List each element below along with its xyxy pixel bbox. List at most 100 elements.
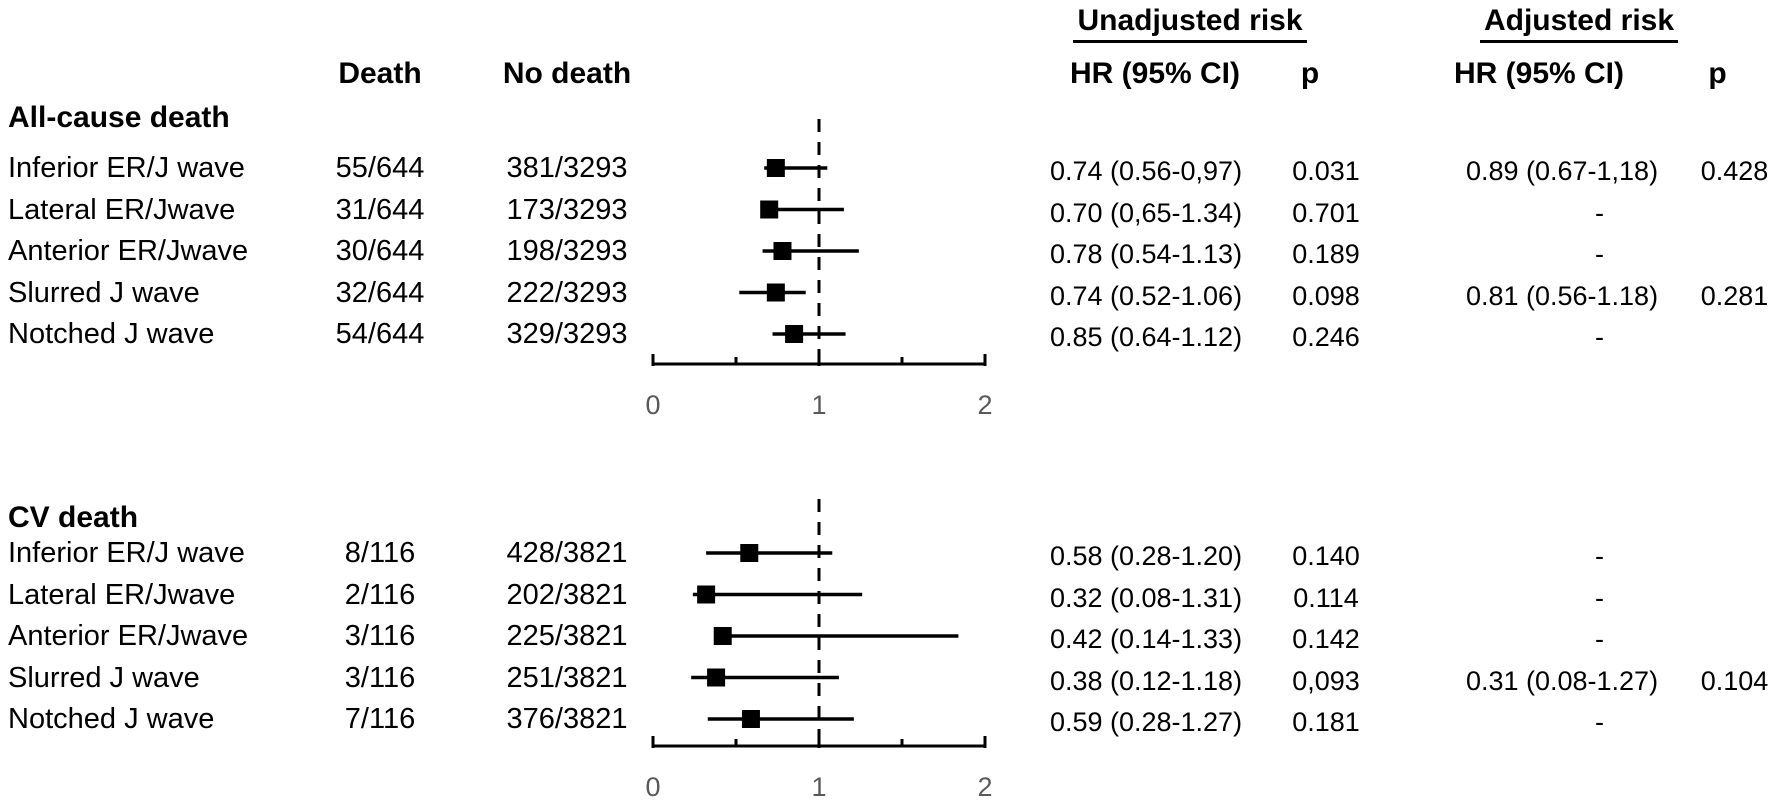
unadjusted-p: 0.189: [1292, 239, 1360, 269]
table-row: Slurred J wave 3/116 251/3821 0.38 (0.12…: [0, 657, 1772, 699]
death-count: 31/644: [335, 193, 425, 226]
row-label: Anterior ER/Jwave: [8, 620, 249, 652]
adjusted-p: [1697, 192, 1772, 234]
unadjusted-hr-ci: 0.74 (0.56-0,97): [1049, 156, 1243, 186]
table-row: Anterior ER/Jwave 30/644 198/3293 0.78 (…: [0, 230, 1772, 272]
death-count: 3/116: [344, 661, 416, 694]
table-row: Notched J wave 7/116 376/3821 0.59 (0.28…: [0, 698, 1772, 740]
unadjusted-p: 0.142: [1292, 624, 1360, 654]
unadjusted-risk-header: Unadjusted risk: [1040, 5, 1340, 43]
hr-marker: [707, 668, 726, 687]
adjusted-hr-ci: 0.31 (0.08-1.27): [1465, 665, 1659, 696]
unadjusted-p-header: p: [1300, 57, 1320, 90]
row-label: Notched J wave: [8, 703, 215, 735]
adjusted-risk-header-label: Adjusted risk: [1479, 5, 1679, 43]
death-count: 2/116: [344, 578, 416, 611]
forest-plot-all-cause-death: 0 1 2: [645, 119, 993, 420]
adjusted-p: [1697, 577, 1772, 619]
table-row: Lateral ER/Jwave 31/644 173/3293 0.70 (0…: [0, 189, 1772, 231]
axis-tick-label: 0: [645, 390, 660, 420]
hr-marker: [697, 585, 716, 604]
adjusted-p: 0.428: [1700, 156, 1769, 186]
row-label: Notched J wave: [8, 318, 215, 350]
unadjusted-p: 0.246: [1292, 322, 1360, 352]
axis-tick-label: 1: [811, 390, 826, 420]
no-death-count: 428/3821: [506, 537, 628, 569]
forest-plot-cv-death: 0 1 2: [645, 499, 993, 802]
axis-tick-label: 0: [645, 772, 660, 802]
axis-tick-label: 2: [977, 772, 992, 802]
adjusted-hr-ci: 0.81 (0.56-1.18): [1465, 280, 1659, 311]
table-row: Lateral ER/Jwave 2/116 202/3821 0.32 (0.…: [0, 574, 1772, 616]
unadjusted-hr-ci: 0.78 (0.54-1.13): [1049, 239, 1243, 269]
section-header-cv-death: CV death: [8, 501, 139, 534]
no-death-count: 381/3293: [506, 152, 628, 184]
adjusted-hr-ci-header: HR (95% CI): [1453, 57, 1625, 90]
unadjusted-hr-ci: 0.59 (0.28-1.27): [1049, 707, 1243, 737]
axis-tick-label: 2: [977, 390, 992, 420]
adjusted-risk-header: Adjusted risk: [1429, 5, 1729, 43]
unadjusted-hr-ci: 0.32 (0.08-1.31): [1049, 582, 1243, 613]
no-death-count: 222/3293: [506, 276, 628, 309]
row-label: Anterior ER/Jwave: [8, 235, 249, 267]
unadjusted-hr-ci: 0.74 (0.52-1.06): [1049, 280, 1243, 311]
adjusted-p: 0.281: [1700, 280, 1769, 311]
adjusted-hr-ci: -: [1595, 541, 1604, 571]
hr-marker: [766, 159, 785, 177]
row-label: Slurred J wave: [8, 661, 200, 694]
unadjusted-p: 0,093: [1292, 665, 1360, 696]
unadjusted-p: 0.114: [1293, 582, 1359, 613]
hr-marker: [766, 283, 785, 302]
no-death-count: 198/3293: [506, 235, 628, 267]
row-label: Lateral ER/Jwave: [8, 578, 236, 611]
death-count: 55/644: [335, 152, 425, 184]
unadjusted-p: 0.031: [1292, 156, 1360, 186]
unadjusted-hr-ci: 0.85 (0.64-1.12): [1049, 322, 1243, 352]
no-death-count: 251/3821: [506, 661, 628, 694]
adjusted-hr-ci: -: [1595, 707, 1604, 737]
unadjusted-p: 0.701: [1292, 197, 1360, 228]
unadjusted-p: 0.098: [1292, 280, 1360, 311]
hr-marker: [773, 242, 792, 260]
hr-marker: [785, 325, 804, 343]
adjusted-p: [1697, 316, 1772, 358]
no-death-count: 225/3821: [506, 620, 628, 652]
adjusted-p: [1697, 618, 1772, 660]
row-label: Inferior ER/J wave: [8, 537, 245, 569]
hr-marker: [760, 200, 779, 219]
unadjusted-hr-ci: 0.42 (0.14-1.33): [1049, 624, 1243, 654]
adjusted-hr-ci: -: [1595, 624, 1604, 654]
adjusted-p-header: p: [1708, 57, 1727, 90]
unadjusted-hr-ci: 0.58 (0.28-1.20): [1049, 541, 1243, 571]
table-row: Inferior ER/J wave 8/116 428/3821 0.58 (…: [0, 532, 1772, 574]
adjusted-hr-ci: 0.89 (0.67-1,18): [1465, 156, 1659, 186]
row-label: Inferior ER/J wave: [8, 152, 245, 184]
section-header-all-cause-death: All-cause death: [8, 101, 230, 134]
adjusted-hr-ci: -: [1595, 322, 1604, 352]
adjusted-p: [1697, 535, 1772, 577]
adjusted-p: [1697, 233, 1772, 275]
hr-marker: [713, 627, 732, 645]
death-count: 8/116: [344, 537, 416, 569]
unadjusted-risk-header-label: Unadjusted risk: [1073, 5, 1307, 43]
death-count: 3/116: [344, 620, 416, 652]
table-row: Notched J wave 54/644 329/3293 0.85 (0.6…: [0, 313, 1772, 355]
death-column-header: Death: [338, 57, 422, 90]
unadjusted-hr-ci: 0.70 (0,65-1.34): [1049, 197, 1243, 228]
row-label: Lateral ER/Jwave: [8, 193, 236, 226]
adjusted-p: [1697, 701, 1772, 743]
table-row: Inferior ER/J wave 55/644 381/3293 0.74 …: [0, 147, 1772, 189]
adjusted-hr-ci: -: [1595, 197, 1604, 228]
unadjusted-hr-ci: 0.38 (0.12-1.18): [1049, 665, 1243, 696]
no-death-column-header: No death: [502, 57, 632, 90]
no-death-count: 202/3821: [506, 578, 628, 611]
death-count: 30/644: [335, 235, 425, 267]
row-label: Slurred J wave: [8, 276, 200, 309]
hr-marker: [741, 710, 760, 728]
no-death-count: 173/3293: [506, 193, 628, 226]
hr-marker: [740, 544, 759, 562]
death-count: 7/116: [344, 703, 416, 735]
unadjusted-p: 0.140: [1292, 541, 1360, 571]
table-row: Slurred J wave 32/644 222/3293 0.74 (0.5…: [0, 272, 1772, 314]
